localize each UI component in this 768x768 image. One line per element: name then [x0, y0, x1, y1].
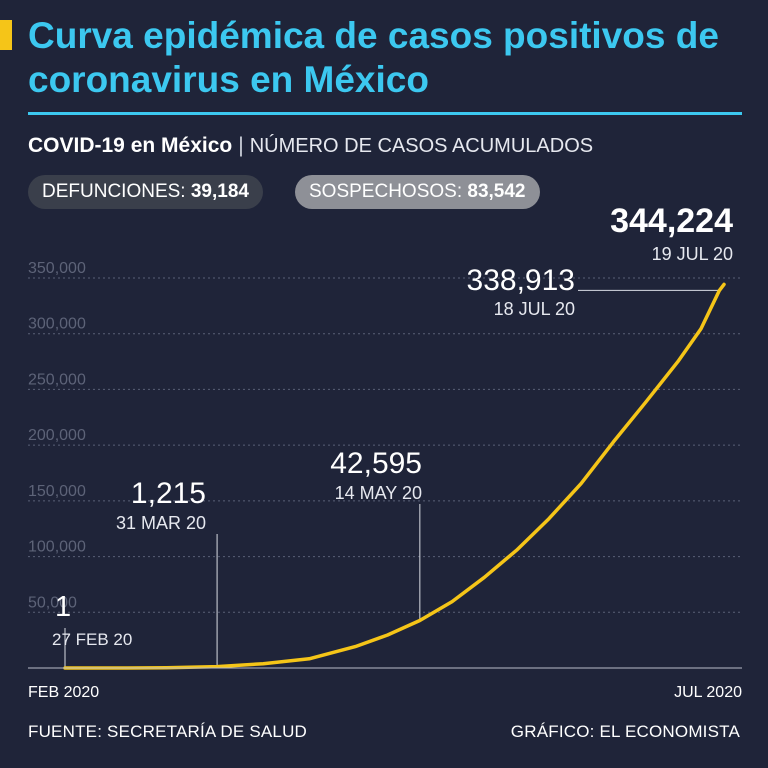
deaths-label: DEFUNCIONES: [42, 181, 186, 202]
annotation-date: 31 MAR 20 [116, 513, 206, 533]
subtitle: COVID-19 en México | NÚMERO DE CASOS ACUMU… [28, 132, 593, 160]
cases-line [63, 282, 726, 670]
subtitle-country: COVID-19 en México [28, 134, 233, 157]
line-layer [63, 282, 726, 670]
annotation-labels: 1 27 FEB 20 1,215 31 MAR 20 42,595 14 MAY 20 3… [52, 202, 733, 649]
subtitle-separator: | [238, 134, 244, 157]
x-axis: FEB 2020 JUL 2020 [28, 667, 742, 701]
annotation-value: 1,215 [131, 477, 206, 510]
annotation-leaders [64, 289, 720, 668]
y-tick-label: 300,000 [28, 316, 86, 333]
annotation-value-latest: 344,224 [610, 202, 733, 240]
accent-bar [0, 20, 12, 50]
subtitle-metric: NÚMERO DE CASOS ACUMULADOS [249, 135, 594, 157]
annotation-value: 42,595 [330, 447, 422, 480]
x-axis-start-label: FEB 2020 [28, 684, 99, 701]
suspects-value: 83,542 [467, 181, 526, 202]
y-tick-label: 50,000 [28, 594, 77, 611]
credit-note: GRÁFICO: EL ECONOMISTA [510, 722, 740, 741]
title-divider [28, 112, 742, 115]
x-axis-end-label: JUL 2020 [674, 684, 742, 701]
deaths-value: 39,184 [190, 181, 249, 202]
annotation-date: 18 JUL 20 [494, 299, 575, 319]
y-tick-label: 100,000 [28, 539, 86, 556]
y-tick-label: 250,000 [28, 371, 86, 388]
annotation-date: 14 MAY 20 [335, 483, 422, 503]
suspects-badge: SOSPECHOSOS: 83,542 [295, 175, 540, 209]
y-tick-label: 150,000 [28, 483, 86, 500]
source-note: FUENTE: SECRETARÍA DE SALUD [28, 722, 308, 741]
annotation-date-latest: 19 JUL 20 [652, 244, 733, 264]
page-title: Curva epidémica de casos positivos de co… [28, 15, 719, 100]
suspects-label: SOSPECHOSOS: [309, 181, 463, 202]
y-tick-label: 350,000 [28, 260, 86, 277]
y-tick-label: 200,000 [28, 427, 86, 444]
annotation-date: 27 FEB 20 [52, 630, 132, 649]
deaths-badge: DEFUNCIONES: 39,184 [28, 175, 263, 209]
annotation-value: 338,913 [467, 264, 575, 297]
grid-layer: 50,000 100,000 150,000 200,000 250,000 300,00… [28, 260, 742, 613]
annotation-value: 1 [55, 591, 71, 623]
